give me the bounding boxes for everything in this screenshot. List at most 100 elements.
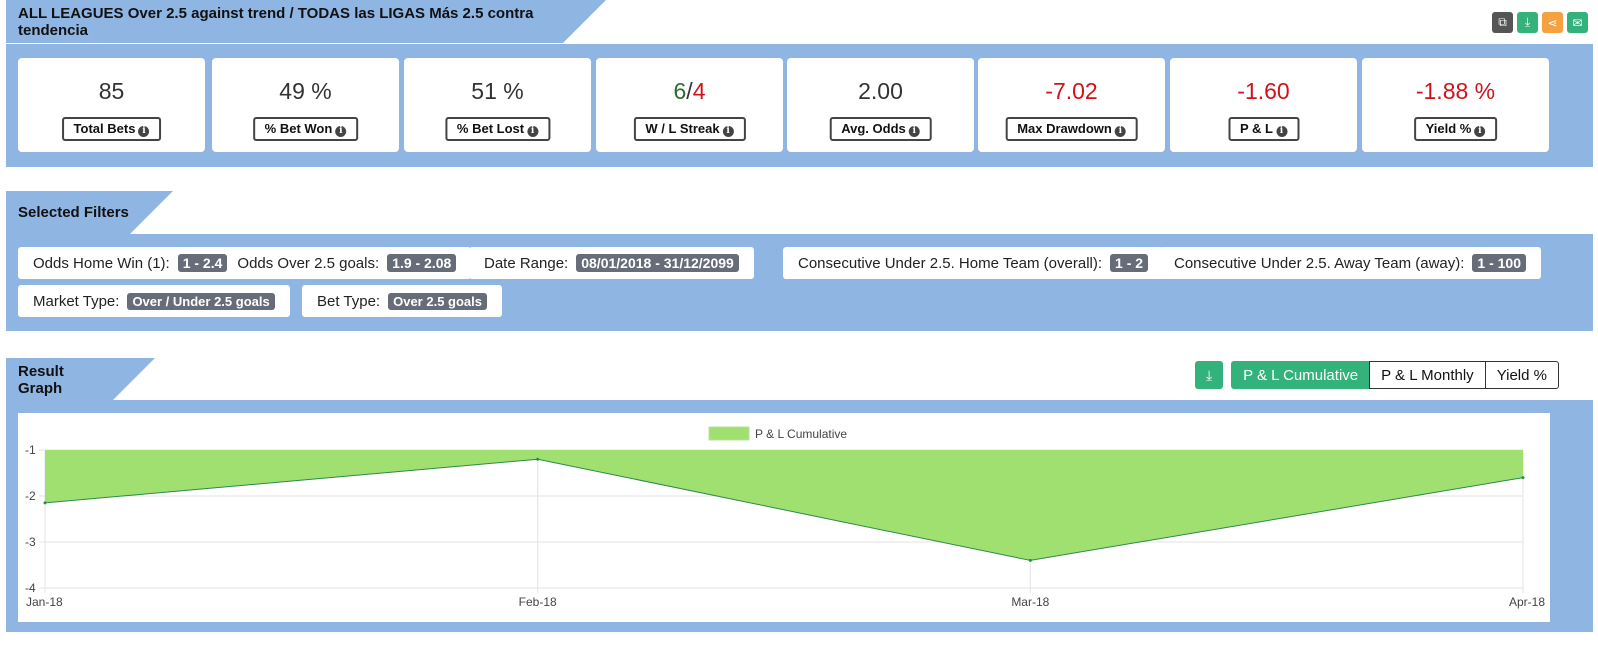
download-icon: ⤓ — [1205, 366, 1213, 383]
stat-label[interactable]: Avg. Odds i — [829, 117, 932, 141]
info-icon[interactable]: i — [722, 126, 734, 137]
stat-value: 51 % — [471, 78, 524, 104]
info-icon[interactable]: i — [1276, 126, 1287, 137]
stat-value: 6/4 — [596, 78, 783, 105]
stat-value: 49 % — [279, 78, 332, 104]
info-icon[interactable]: i — [908, 126, 920, 137]
filters-panel: Odds Home Win (1): 1 - 2.4 Odds Over 2.5… — [6, 234, 1593, 331]
stat-label-text: Total Bets — [73, 121, 136, 136]
data-point — [1028, 558, 1032, 562]
stat-bet-lost: 51 % % Bet Lost i — [404, 58, 591, 152]
graph-area: -1 -2 -3 -4 Jan-18 Feb-18 Mar-18 Apr-18 P & L Cu… — [18, 413, 1550, 622]
stat-label-text: % Bet Lost — [456, 121, 525, 136]
download-graph-button[interactable]: ⤓ — [1195, 361, 1224, 389]
data-point — [536, 457, 540, 461]
filter-chip-market-type: Market Type: Over / Under 2.5 goals — [18, 285, 290, 317]
graph-mode-selector: P & L Cumulative P & L Monthly Yield % — [1231, 361, 1559, 389]
report-title-tab: ALL LEAGUES Over 2.5 against trend / TOD… — [6, 0, 606, 43]
graph-tab: Result Graph — [6, 358, 155, 401]
stat-label-text: Yield % — [1425, 121, 1472, 136]
data-point — [1521, 476, 1525, 480]
stat-value: -1.88 % — [1415, 78, 1496, 104]
share-icon[interactable]: ⋖ — [1542, 12, 1563, 33]
report-title: ALL LEAGUES Over 2.5 against trend / TOD… — [18, 4, 534, 39]
filter-label: Odds Over 2.5 goals: — [237, 254, 380, 272]
email-icon[interactable]: ✉ — [1567, 12, 1588, 33]
info-icon[interactable]: i — [527, 126, 539, 137]
stat-bet-won: 49 % % Bet Won i — [212, 58, 399, 152]
info-icon[interactable]: i — [335, 126, 347, 137]
info-icon[interactable]: i — [1474, 126, 1486, 137]
filter-value: 08/01/2018 - 31/12/2099 — [576, 254, 739, 272]
x-tick-label: Mar-18 — [1011, 595, 1049, 609]
yield-button[interactable]: Yield % — [1484, 361, 1559, 389]
data-point — [43, 501, 47, 505]
filter-chip-date-range: Date Range: 08/01/2018 - 31/12/2099 — [469, 247, 754, 279]
stat-value: -7.02 — [1045, 78, 1098, 104]
series-area — [45, 450, 1523, 561]
filter-value: 1 - 2 — [1110, 254, 1149, 272]
stat-value: 85 — [98, 78, 125, 104]
pl-monthly-button[interactable]: P & L Monthly — [1369, 361, 1486, 389]
stat-label[interactable]: % Bet Lost i — [444, 117, 551, 141]
filter-value: Over 2.5 goals — [388, 292, 487, 310]
stat-value: 2.00 — [858, 78, 903, 104]
y-tick-label: -2 — [25, 489, 36, 503]
y-tick-label: -1 — [25, 443, 36, 457]
series-line — [44, 458, 1524, 561]
graph-toolbar: ⤓ P & L Cumulative P & L Monthly Yield % — [1195, 361, 1559, 389]
filters-tab: Selected Filters — [6, 191, 173, 234]
stat-label-text: Max Drawdown — [1017, 121, 1112, 136]
filter-label: Date Range: — [484, 254, 569, 272]
stat-label[interactable]: % Bet Won i — [252, 117, 359, 141]
stat-yield: -1.88 % Yield % i — [1362, 58, 1549, 152]
stat-total-bets: 85 Total Bets i — [18, 58, 205, 152]
stat-max-drawdown: -7.02 Max Drawdown i — [978, 58, 1165, 152]
filter-chip-bet-type: Bet Type: Over 2.5 goals — [302, 285, 502, 317]
filter-chip-home-under: Consecutive Under 2.5. Home Team (overal… — [783, 247, 1164, 279]
stat-value: -1.60 — [1237, 78, 1290, 104]
filter-value: 1 - 100 — [1472, 254, 1527, 272]
stat-wl-streak: 6/4 W / L Streak i — [596, 58, 783, 152]
stat-label[interactable]: W / L Streak i — [633, 117, 746, 141]
legend-swatch — [708, 426, 750, 441]
graph-title: Result Graph — [18, 362, 64, 397]
filter-chip-odds: Odds Home Win (1): 1 - 2.4 Odds Over 2.5… — [18, 247, 472, 279]
stat-label[interactable]: Total Bets i — [61, 117, 162, 141]
filter-label: Odds Home Win (1): — [33, 254, 170, 272]
streak-sep: / — [686, 78, 693, 104]
stat-label-text: P & L — [1240, 121, 1273, 136]
y-tick-label: -4 — [25, 581, 36, 595]
info-icon[interactable]: i — [138, 126, 150, 137]
filter-value: 1.9 - 2.08 — [387, 254, 457, 272]
filter-value: 1 - 2.4 — [177, 254, 228, 272]
stat-label-text: W / L Streak — [645, 121, 720, 136]
stat-avg-odds: 2.00 Avg. Odds i — [787, 58, 974, 152]
info-icon[interactable]: i — [1114, 126, 1126, 137]
stat-label-text: % Bet Won — [264, 121, 333, 136]
legend-label: P & L Cumulative — [755, 427, 847, 441]
filter-label: Consecutive Under 2.5. Home Team (overal… — [798, 254, 1103, 272]
filters-title: Selected Filters — [18, 204, 129, 221]
top-actions: ⧉ ⤓ ⋖ ✉ — [1492, 12, 1588, 33]
x-tick-label: Apr-18 — [1509, 595, 1545, 609]
pl-cumulative-button[interactable]: P & L Cumulative — [1231, 361, 1371, 389]
filter-label: Bet Type: — [317, 292, 381, 310]
filter-label: Market Type: — [33, 292, 120, 310]
filter-label: Consecutive Under 2.5. Away Team (away): — [1174, 254, 1465, 272]
filter-chip-away-under: Consecutive Under 2.5. Away Team (away):… — [1159, 247, 1542, 279]
stat-label[interactable]: Max Drawdown i — [1005, 117, 1138, 141]
x-tick-label: Jan-18 — [26, 595, 63, 609]
copy-icon[interactable]: ⧉ — [1492, 12, 1513, 33]
filter-value: Over / Under 2.5 goals — [127, 292, 275, 310]
y-tick-label: -3 — [25, 535, 36, 549]
x-tick-label: Feb-18 — [519, 595, 557, 609]
stat-label[interactable]: Yield % i — [1413, 117, 1498, 141]
stat-label-text: Avg. Odds — [841, 121, 906, 136]
download-icon[interactable]: ⤓ — [1517, 12, 1538, 33]
stats-panel: 85 Total Bets i 49 % % Bet Won i 51 % % Be… — [6, 44, 1593, 167]
streak-win: 6 — [673, 78, 687, 104]
